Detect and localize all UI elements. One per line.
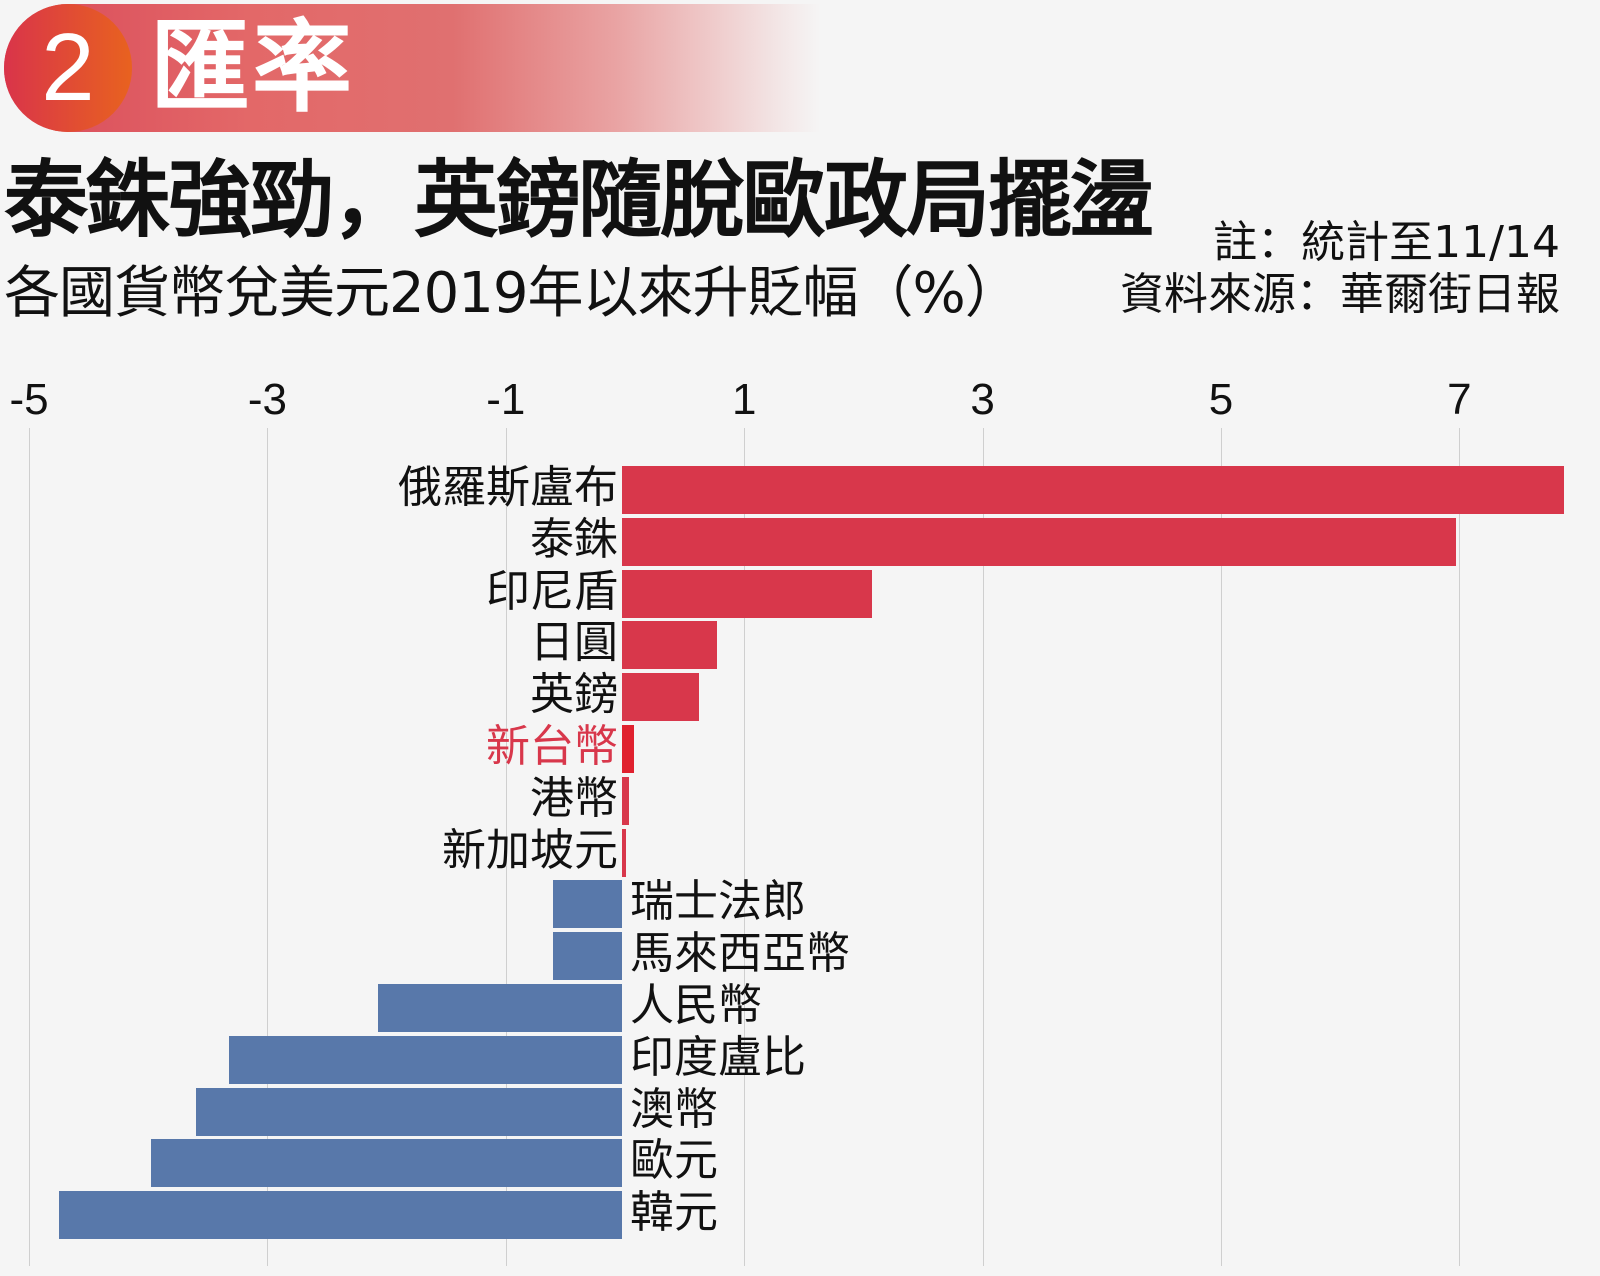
gridline [29, 428, 30, 1266]
chart-subtitle: 各國貨幣兌美元2019年以來升貶幅（%） [4, 261, 1021, 326]
gridline [267, 428, 269, 1266]
category-label: 日圓 [530, 617, 618, 669]
category-label: 印度盧比 [630, 1031, 806, 1083]
gridline [505, 428, 507, 1266]
gridline [982, 428, 984, 1266]
bar [151, 1139, 622, 1188]
x-tick-label: -1 [486, 375, 526, 424]
gridline [1459, 428, 1461, 1266]
bar [622, 828, 626, 877]
category-label: 港幣 [530, 772, 618, 824]
bar [622, 776, 630, 825]
section-banner [4, 4, 820, 132]
bar [59, 1191, 622, 1240]
bar [622, 725, 634, 773]
bar [622, 621, 718, 670]
category-label: 歐元 [630, 1135, 718, 1187]
category-label: 泰銖 [530, 513, 618, 565]
category-label: 澳幣 [630, 1083, 718, 1135]
bar [196, 1087, 622, 1136]
category-label: 新加坡元 [442, 824, 618, 876]
category-label: 瑞士法郎 [630, 876, 806, 928]
x-tick-label: 1 [731, 375, 757, 424]
bar [377, 984, 622, 1032]
bar [552, 932, 622, 981]
category-label: 人民幣 [630, 980, 762, 1031]
bar [622, 673, 700, 722]
x-tick-label: -3 [247, 375, 287, 424]
section-number-badge [4, 4, 132, 132]
category-label: 韓元 [630, 1187, 718, 1239]
x-tick-label: 7 [1447, 375, 1472, 424]
gridline [744, 428, 746, 1266]
bar [622, 466, 1564, 514]
category-label: 俄羅斯盧布 [398, 462, 618, 513]
category-label: 印尼盾 [486, 565, 618, 617]
x-tick-label: 3 [970, 375, 995, 424]
chart-title: 泰銖強勁，英鎊隨脫歐政局擺盪 [4, 151, 1154, 249]
category-label: 馬來西亞幣 [630, 928, 850, 980]
category-label: 英鎊 [530, 669, 618, 721]
gridline [1221, 428, 1222, 1266]
section-number: 2 [41, 14, 95, 121]
x-tick-label: 5 [1208, 375, 1234, 424]
bar [228, 1035, 622, 1084]
bar [622, 569, 873, 618]
bar [552, 880, 622, 929]
chart-note: 註：統計至11/14 [1213, 217, 1560, 268]
bar [622, 517, 1457, 566]
category-label: 新台幣 [486, 721, 618, 772]
chart-source: 資料來源：華爾街日報 [1120, 269, 1560, 320]
section-title: 匯率 [150, 9, 354, 126]
x-tick-label: -5 [9, 375, 49, 424]
